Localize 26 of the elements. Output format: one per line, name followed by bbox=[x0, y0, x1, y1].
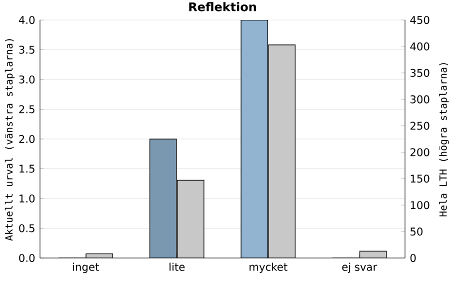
y-tick-label: 2.0 bbox=[19, 134, 35, 144]
x-tick-label: mycket bbox=[250, 262, 288, 273]
y2-tick-label: 400 bbox=[410, 42, 430, 50]
y-axis-title: Aktuellt urval (vänstra staplarna) bbox=[4, 39, 15, 241]
y2-tick-label: 0 bbox=[410, 254, 416, 262]
y2-tick-label: 200 bbox=[410, 148, 430, 156]
y-tick-label: 2.5 bbox=[19, 105, 34, 114]
y-tick-label: 0.5 bbox=[19, 224, 34, 232]
y2-tick-label: 100 bbox=[410, 201, 430, 210]
y2-tick-label: 250 bbox=[410, 122, 430, 130]
y2-axis-title: Hela LTH (högra staplarna) bbox=[439, 63, 449, 216]
y-tick-label: 3.5 bbox=[19, 46, 34, 54]
x-tick-label: lite bbox=[170, 262, 185, 271]
y2-tick-label: 350 bbox=[410, 68, 430, 77]
y2-tick-label: 300 bbox=[410, 95, 430, 104]
chart-title: Reflektion bbox=[189, 2, 256, 12]
x-tick-label: ej svar bbox=[342, 262, 378, 273]
y-tick-label: 4.0 bbox=[18, 16, 35, 24]
y2-tick-label: 450 bbox=[410, 16, 430, 24]
y-tick-label: 3.0 bbox=[19, 75, 35, 84]
y-tick-label: 0.0 bbox=[19, 254, 35, 262]
y2-tick-label: 150 bbox=[410, 174, 430, 183]
y2-tick-label: 50 bbox=[410, 228, 423, 236]
y-tick-label: 1.5 bbox=[20, 164, 34, 173]
y-tick-label: 1.0 bbox=[20, 194, 35, 203]
x-tick-label: inget bbox=[73, 262, 99, 273]
